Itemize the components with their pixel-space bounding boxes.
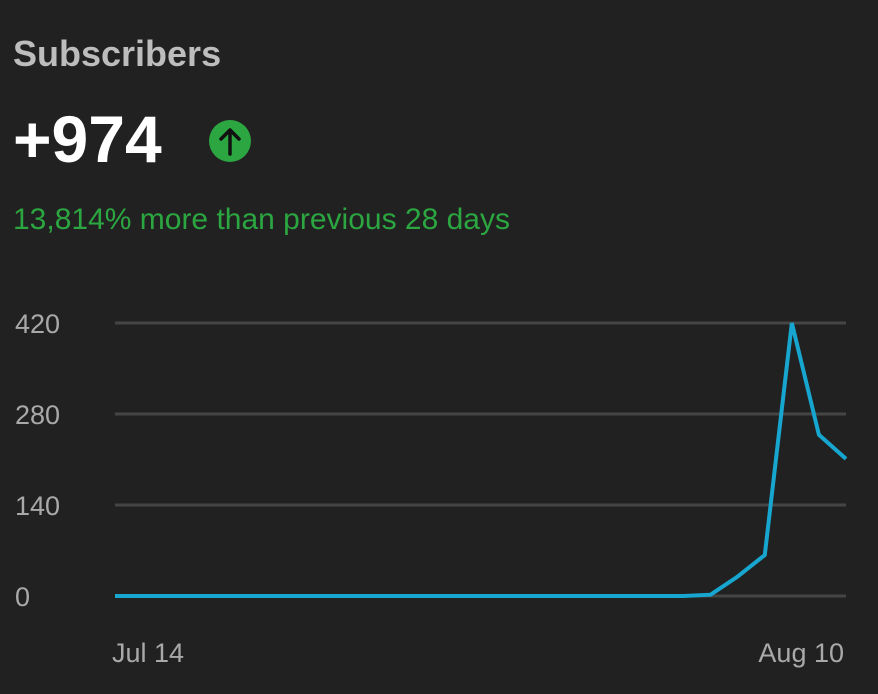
subtitle: 13,814% more than previous 28 days <box>13 203 510 236</box>
y-tick-label: 420 <box>15 309 60 339</box>
chart-title: Subscribers <box>13 33 221 74</box>
y-tick-label: 280 <box>15 400 60 430</box>
y-tick-label: 0 <box>15 582 30 612</box>
data-line <box>115 322 848 598</box>
up-arrow-icon <box>209 120 251 162</box>
y-tick-label: 140 <box>15 491 60 521</box>
x-tick-label: Jul 14 <box>112 638 184 668</box>
headline: +974 <box>13 102 162 176</box>
x-tick-label: Aug 10 <box>758 638 844 668</box>
